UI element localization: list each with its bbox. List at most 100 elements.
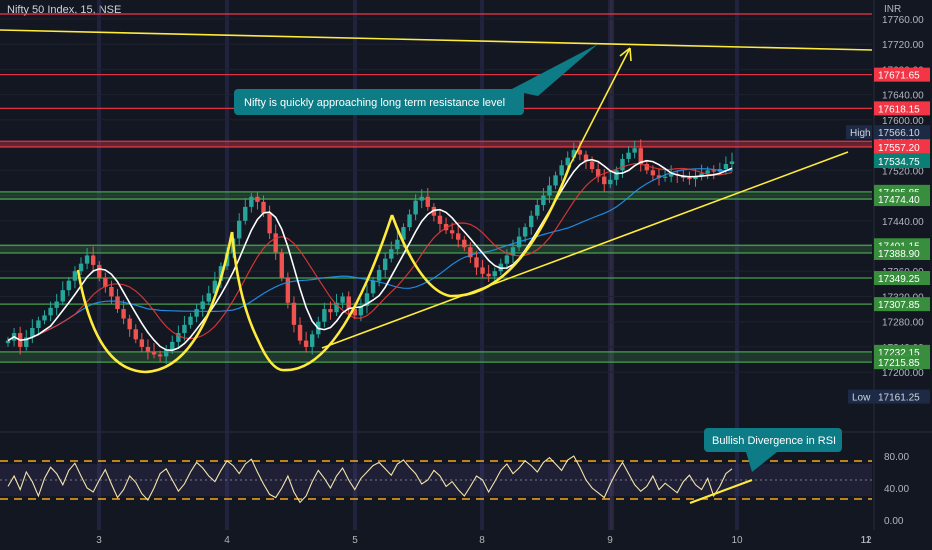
candle-body [456,233,461,240]
candle-body [188,316,193,325]
low-tag [848,389,874,404]
session-separator [610,0,614,530]
candle-body [267,213,272,234]
candle-body [170,341,175,351]
candle-body [662,176,668,178]
session-separator [735,0,739,530]
candle-body [279,252,284,278]
candle-body [565,157,570,166]
candle-body [145,346,151,352]
candle-body [109,287,114,297]
candle-body [668,174,674,177]
candle-body [723,164,729,170]
candle-body [638,148,643,164]
candle-body [474,257,479,268]
price-label: 17307.85 [878,300,920,311]
candle-body [699,173,704,177]
support-zone [0,245,872,254]
candle-body [236,220,242,239]
session-separator [353,0,357,530]
candle-body [121,309,126,319]
candle-body [583,154,589,162]
price-label-tag [874,271,930,286]
candle-body [395,239,400,250]
candle-body [589,161,595,170]
price-label: 17671.65 [878,71,920,82]
candle-body [291,302,297,325]
candle-body [389,249,394,259]
price-label-tag [874,154,930,169]
candle-body [705,170,710,174]
candle-body [449,230,455,234]
candle-body [407,214,412,228]
currency-label[interactable]: INR [884,4,902,15]
candle-body [535,205,540,216]
price-tick-label: 17600.00 [882,116,924,127]
candle-body [571,150,577,158]
candle-body [97,264,102,278]
candle-body [200,301,205,310]
candle-body [468,247,473,258]
candle-body [163,350,169,357]
candle-body [632,148,637,153]
annotation-pointer [746,448,782,472]
annotation-text: Bullish Divergence in RSI [712,435,836,447]
arrow-head [619,47,632,62]
candle-body [602,176,607,185]
candle-body [437,215,443,224]
candle-body [376,269,382,281]
candle-body [30,328,35,338]
candle-body [595,169,601,177]
candle-body [522,227,528,237]
candle-body [419,196,424,201]
candle-body [24,337,29,347]
candle-body [261,201,266,214]
price-label-tag [874,297,930,312]
x-tick-label: 4 [224,535,230,546]
candle-body [218,266,224,281]
chart-title: Nifty 50 Index, 15, NSE [7,4,122,16]
price-tick-label: 17440.00 [882,217,924,228]
price-label: 17388.90 [878,249,920,260]
candle-body [90,255,96,265]
candle-body [176,333,181,342]
candle-body [620,158,625,171]
x-tick-label: 8 [479,535,485,546]
long-term-resistance-trendline [0,29,873,51]
candle-body [5,340,11,344]
candle-body [431,206,437,216]
price-tick-label: 17640.00 [882,91,924,102]
price-label: 17618.15 [878,104,920,115]
candle-body [48,307,53,316]
price-tick-label: 17200.00 [882,368,924,379]
x-tick-label: 5 [352,535,358,546]
candle-body [346,296,351,310]
candle-body [729,161,735,164]
candle-body [693,176,698,180]
high-value-tag [874,125,930,140]
moving-average-line [7,158,733,352]
candle-body [559,165,564,176]
high-label: High [850,128,871,139]
candle-body [553,175,558,186]
pattern-curve [390,164,572,298]
candle-body [577,150,583,155]
candle-body [492,271,497,277]
candle-body [103,277,108,287]
candle-body [127,318,132,330]
candle-body [157,354,163,357]
candle-body [480,267,485,274]
candle-body [711,170,716,172]
rsi-line [7,455,733,504]
high-tag [846,125,872,140]
rsi-tick-label: 0.00 [884,516,904,527]
candle-body [383,258,388,270]
projection-arrow [569,47,631,166]
price-label-tag [874,101,930,116]
candle-body [66,280,72,291]
candle-body [60,290,65,302]
price-tick-label: 17280.00 [882,318,924,329]
moving-average-line [7,168,732,342]
candle-body [115,296,120,310]
